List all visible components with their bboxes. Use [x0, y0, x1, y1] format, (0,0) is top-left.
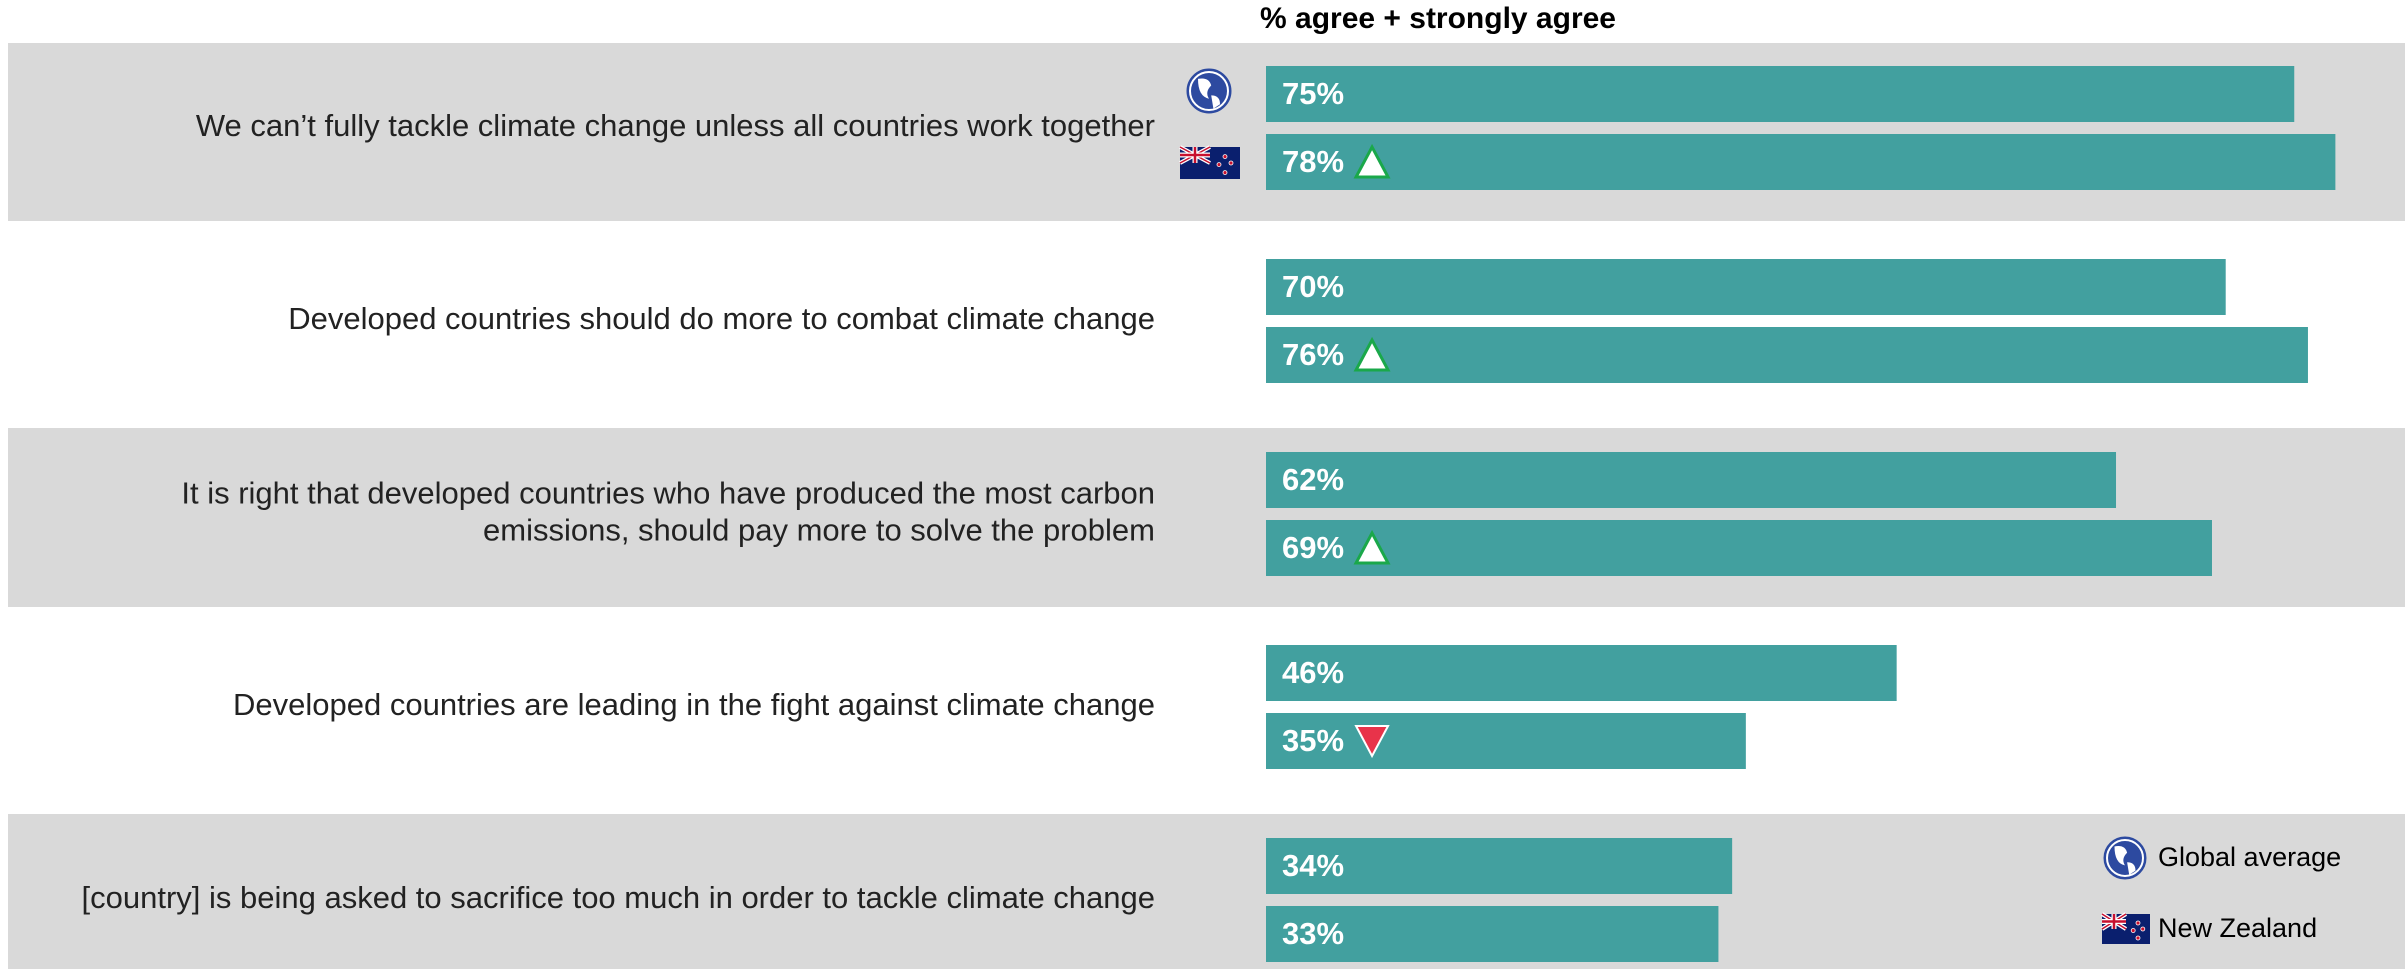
bar	[1266, 645, 1897, 701]
flag-star	[1228, 160, 1234, 166]
globe-circle	[2103, 836, 2147, 880]
down-marker	[1354, 725, 1390, 759]
value-label: 46%	[1282, 655, 1344, 690]
flag-cross-red	[2102, 914, 2126, 929]
value-label: 69%	[1282, 530, 1344, 565]
flag-star	[2135, 935, 2141, 941]
value-label: 70%	[1282, 269, 1344, 304]
flag-star	[2135, 920, 2141, 926]
bar	[1266, 520, 2212, 576]
chart-title: % agree + strongly agree	[1260, 2, 1616, 35]
globe-ring	[1189, 71, 1229, 111]
flag-cross-red	[1180, 147, 1210, 163]
flag-icon	[2100, 912, 2150, 944]
up-marker	[1353, 143, 1391, 179]
flag-star	[2130, 928, 2136, 933]
legend-label: New Zealand	[2158, 913, 2317, 943]
value-label: 75%	[1282, 76, 1344, 111]
globe-icon	[1186, 68, 1232, 114]
bar	[1266, 134, 2336, 190]
bar	[1266, 259, 2226, 315]
flag-star	[1222, 170, 1228, 176]
bar	[1266, 838, 1733, 894]
bar	[1266, 906, 1719, 962]
globe-circle	[1186, 68, 1232, 114]
value-label: 62%	[1282, 462, 1344, 497]
globe-land	[2114, 846, 2136, 875]
globe-icon	[2103, 836, 2147, 880]
flag-star	[1222, 154, 1228, 160]
category-label: Developed countries should do more to co…	[288, 301, 1155, 336]
up-marker	[1353, 529, 1391, 565]
globe-land	[1198, 78, 1220, 109]
value-label: 76%	[1282, 337, 1344, 372]
value-label: 35%	[1282, 723, 1344, 758]
row-band	[8, 814, 2405, 969]
category-label: [country] is being asked to sacrifice to…	[82, 880, 1155, 915]
flag-icon	[1179, 145, 1240, 179]
category-label: Developed countries are leading in the f…	[233, 687, 1155, 722]
value-label: 34%	[1282, 848, 1344, 883]
up-marker	[1353, 336, 1391, 372]
category-label: We can’t fully tackle climate change unl…	[196, 108, 1155, 143]
bar	[1266, 713, 1746, 769]
bar	[1266, 327, 2308, 383]
value-label: 78%	[1282, 144, 1344, 179]
flag-star	[2140, 926, 2146, 932]
bar	[1266, 66, 2295, 122]
bar	[1266, 452, 2117, 508]
flag-star	[1216, 162, 1222, 168]
globe-ring	[2106, 839, 2144, 877]
category-label: It is right that developed countries who…	[181, 476, 1155, 548]
value-label: 33%	[1282, 916, 1344, 951]
legend-label: Global average	[2158, 842, 2341, 872]
